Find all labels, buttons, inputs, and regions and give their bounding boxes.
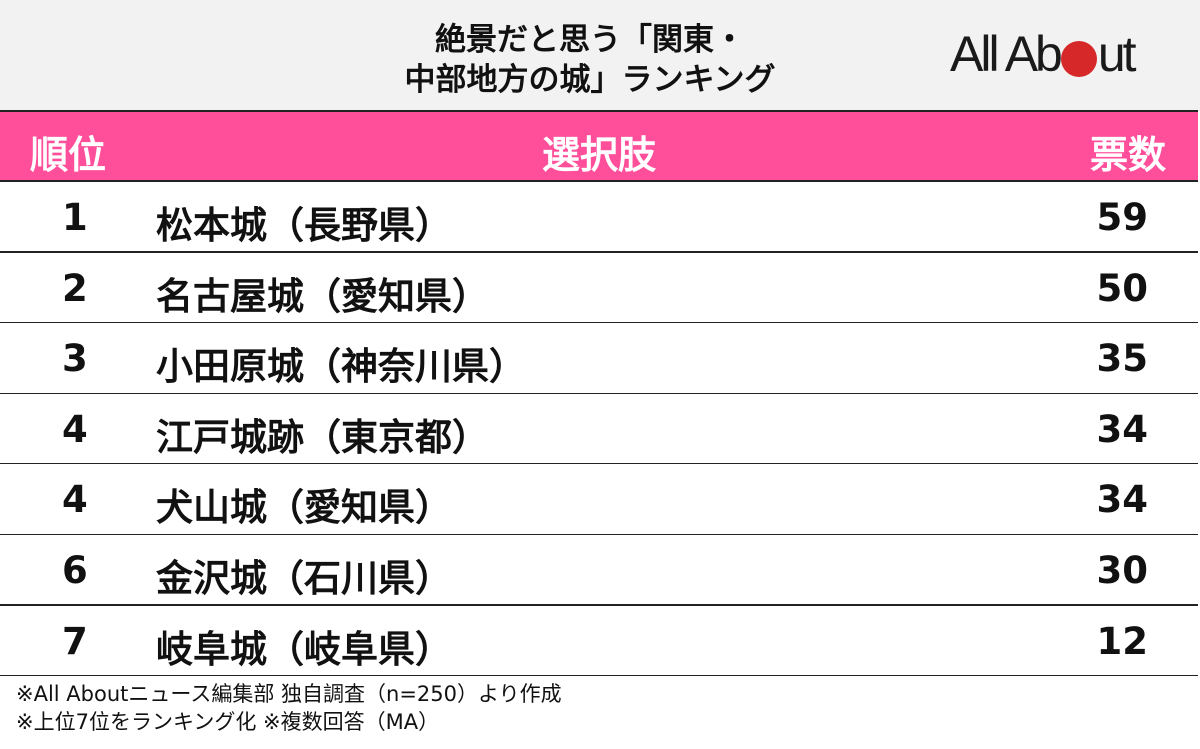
table-row: 3 小田原城（神奈川県） 35 [0,323,1198,394]
row-votes: 50 [1096,266,1149,310]
row-votes: 34 [1096,478,1149,522]
logo-text-start: All Ab [950,26,1063,82]
footnote-source: ※All Aboutニュース編集部 独自調査（n=250）より作成 [16,682,562,706]
row-name: 小田原城（神奈川県） [156,345,526,389]
header-rank: 順位 [30,133,107,177]
table-row: 1 松本城（長野県） 59 [0,182,1198,253]
row-rank: 2 [62,266,88,310]
table-row: 6 金沢城（石川県） 30 [0,535,1198,606]
footnote-method: ※上位7位をランキング化 ※複数回答（MA） [16,710,440,734]
row-name: 岐阜城（岐阜県） [156,627,452,671]
row-rank: 3 [62,337,88,381]
logo-text-end: ut [1097,26,1137,82]
footnotes: ※All Aboutニュース編集部 独自調査（n=250）より作成 ※上位7位を… [16,680,562,736]
table-header: 順位 選択肢 票数 [0,110,1198,182]
chart-title: 絶景だと思う「関東・ 中部地方の城」ランキング [300,20,880,100]
row-rank: 4 [62,478,88,522]
logo-red-dot-icon [1060,41,1097,77]
row-name: 松本城（長野県） [156,204,452,247]
row-name: 名古屋城（愛知県） [156,274,489,318]
row-rank: 1 [62,196,88,239]
header-choice: 選択肢 [541,133,656,177]
title-area: 絶景だと思う「関東・ 中部地方の城」ランキング All Ab ut [0,0,1200,111]
all-about-logo: All Ab ut [950,26,1170,82]
table-row: 4 犬山城（愛知県） 34 [0,464,1198,535]
header-votes: 票数 [1089,133,1166,177]
row-votes: 12 [1096,619,1149,663]
row-votes: 59 [1096,196,1149,239]
table-row: 2 名古屋城（愛知県） 50 [0,253,1198,324]
row-votes: 30 [1096,548,1149,592]
table-body: 1 松本城（長野県） 59 2 名古屋城（愛知県） 50 3 小田原城（神奈川県… [0,182,1198,677]
table-row: 4 江戸城跡（東京都） 34 [0,394,1198,465]
row-name: 犬山城（愛知県） [156,486,452,530]
row-votes: 35 [1096,337,1149,381]
row-rank: 7 [62,619,88,663]
row-name: 江戸城跡（東京都） [156,415,489,459]
row-rank: 6 [62,548,88,592]
title-line-1: 絶景だと思う「関東・ [435,22,745,58]
table-row: 7 岐阜城（岐阜県） 12 [0,606,1198,677]
row-rank: 4 [62,407,88,451]
row-votes: 34 [1096,407,1149,451]
title-line-2: 中部地方の城」ランキング [404,62,776,98]
row-name: 金沢城（石川県） [156,556,452,600]
